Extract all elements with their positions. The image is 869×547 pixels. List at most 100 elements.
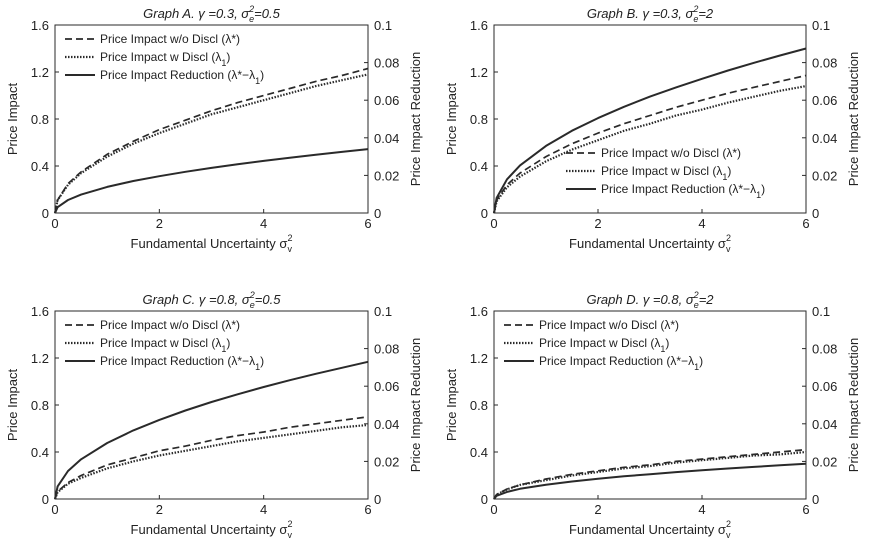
x-tick-label: 6	[364, 502, 371, 517]
series-line-solid	[54, 148, 369, 214]
x-tick-label: 2	[156, 502, 163, 517]
y2-tick-label: 0.06	[812, 93, 837, 108]
x-tick-label: 0	[490, 502, 497, 517]
y-tick-label: 0.4	[470, 159, 488, 174]
y-tick-label: 0.8	[31, 398, 49, 413]
series-line-dashed	[54, 67, 369, 214]
series-line-dotted	[493, 450, 807, 500]
y-tick-label: 0	[481, 492, 488, 507]
y-tick-label: 1.6	[31, 18, 49, 33]
y-tick-label: 0.4	[470, 445, 488, 460]
x-tick-label: 4	[698, 216, 705, 231]
y-axis-label: Price Impact	[5, 82, 20, 155]
x-tick-label: 2	[594, 216, 601, 231]
y-tick-label: 1.2	[470, 65, 488, 80]
legend-entry-label: Price Impact Reduction (λ*−λ1)	[539, 354, 703, 372]
series-line-dotted	[53, 73, 369, 214]
series-line-solid	[493, 462, 807, 500]
legend-entry-label: Price Impact w Discl (λ1)	[601, 164, 731, 182]
series-line-solid	[54, 360, 369, 500]
y-axis-label: Price Impact	[444, 82, 459, 155]
series-line-dashed	[54, 415, 369, 500]
x-tick-label: 6	[802, 502, 809, 517]
y2-tick-label: 0.04	[812, 131, 837, 146]
y2-axis-label: Price Impact Reduction	[408, 52, 423, 186]
x-tick-label: 4	[260, 502, 267, 517]
x-axis-label: Fundamental Uncertainty σ2 v	[131, 233, 293, 254]
y-tick-label: 0.8	[470, 398, 488, 413]
y2-tick-label: 0.02	[374, 454, 399, 469]
chart-panel-3: 0 2 4 600.40.81.21.600.020.040.060.080.1Gra…	[5, 290, 423, 540]
y-tick-label: 1.2	[31, 65, 49, 80]
y-tick-label: 0	[481, 206, 488, 221]
y2-tick-label: 0.06	[812, 379, 837, 394]
y-tick-label: 0.8	[470, 112, 488, 127]
y-tick-label: 0.8	[31, 112, 49, 127]
y2-tick-label: 0	[374, 492, 381, 507]
chart-panel-4: 0 2 4 600.40.81.21.600.020.040.060.080.1Gra…	[444, 290, 861, 540]
x-tick-label: 6	[364, 216, 371, 231]
x-axis-label: Fundamental Uncertainty σ2 v	[131, 519, 293, 540]
y-tick-label: 0.4	[31, 159, 49, 174]
x-tick-label: 4	[260, 216, 267, 231]
y2-tick-label: 0.08	[374, 342, 399, 357]
y-tick-label: 0.4	[31, 445, 49, 460]
y2-tick-label: 0.1	[374, 304, 392, 319]
y2-tick-label: 0.08	[812, 342, 837, 357]
legend-entry-label: Price Impact w Discl (λ1)	[100, 336, 230, 354]
y2-tick-label: 0.1	[374, 18, 392, 33]
y2-tick-label: 0	[812, 492, 819, 507]
legend-entry-label: Price Impact w/o Discl (λ*)	[601, 146, 741, 160]
y-tick-label: 0	[42, 492, 49, 507]
legend-entry-label: Price Impact Reduction (λ*−λ1)	[601, 182, 765, 200]
chart-panel-1: 0 2 4 600.40.81.21.600.020.040.060.080.1Gra…	[5, 4, 423, 254]
chart-title: Graph C. γ =0.8, σ2 e=0.5	[143, 290, 282, 310]
chart-title: Graph D. γ =0.8, σ2 e=2	[586, 290, 714, 310]
chart-panel-2: 0 2 4 600.40.81.21.600.020.040.060.080.1Gra…	[444, 4, 861, 254]
legend-entry-label: Price Impact Reduction (λ*−λ1)	[100, 354, 264, 372]
x-tick-label: 2	[156, 216, 163, 231]
chart-title: Graph A. γ =0.3, σ2 e=0.5	[143, 4, 280, 24]
series-line-solid	[493, 47, 807, 214]
y-tick-label: 1.6	[470, 18, 488, 33]
y-tick-label: 1.6	[31, 304, 49, 319]
y2-tick-label: 0.02	[374, 168, 399, 183]
y2-tick-label: 0.04	[374, 417, 399, 432]
chart-title: Graph B. γ =0.3, σ2 e=2	[587, 4, 714, 24]
x-tick-label: 0	[51, 502, 58, 517]
y2-tick-label: 0	[374, 206, 381, 221]
x-tick-label: 4	[698, 502, 705, 517]
y-axis-label: Price Impact	[5, 368, 20, 441]
series-line-dotted	[53, 423, 369, 500]
x-axis-label: Fundamental Uncertainty σ2 v	[569, 233, 731, 254]
legend-entry-label: Price Impact w Discl (λ1)	[539, 336, 669, 354]
y2-tick-label: 0.06	[374, 379, 399, 394]
y2-tick-label: 0.04	[374, 131, 399, 146]
y2-tick-label: 0	[812, 206, 819, 221]
series-line-dashed	[493, 74, 807, 214]
x-tick-label: 2	[594, 502, 601, 517]
y2-axis-label: Price Impact Reduction	[846, 338, 861, 472]
y2-tick-label: 0.06	[374, 93, 399, 108]
y2-tick-label: 0.02	[812, 454, 837, 469]
y-axis-label: Price Impact	[444, 368, 459, 441]
y2-tick-label: 0.08	[374, 56, 399, 71]
y2-axis-label: Price Impact Reduction	[846, 52, 861, 186]
y2-tick-label: 0.1	[812, 18, 830, 33]
x-axis-label: Fundamental Uncertainty σ2 v	[569, 519, 731, 540]
y-tick-label: 0	[42, 206, 49, 221]
y2-tick-label: 0.08	[812, 56, 837, 71]
legend-entry-label: Price Impact w/o Discl (λ*)	[100, 318, 240, 332]
y2-axis-label: Price Impact Reduction	[408, 338, 423, 472]
legend-entry-label: Price Impact w Discl (λ1)	[100, 50, 230, 68]
x-tick-label: 0	[490, 216, 497, 231]
y-tick-label: 1.2	[31, 351, 49, 366]
series-line-dotted	[492, 85, 807, 214]
legend-entry-label: Price Impact Reduction (λ*−λ1)	[100, 68, 264, 86]
y-tick-label: 1.2	[470, 351, 488, 366]
legend-entry-label: Price Impact w/o Discl (λ*)	[100, 32, 240, 46]
y2-tick-label: 0.1	[812, 304, 830, 319]
legend-entry-label: Price Impact w/o Discl (λ*)	[539, 318, 679, 332]
y2-tick-label: 0.04	[812, 417, 837, 432]
